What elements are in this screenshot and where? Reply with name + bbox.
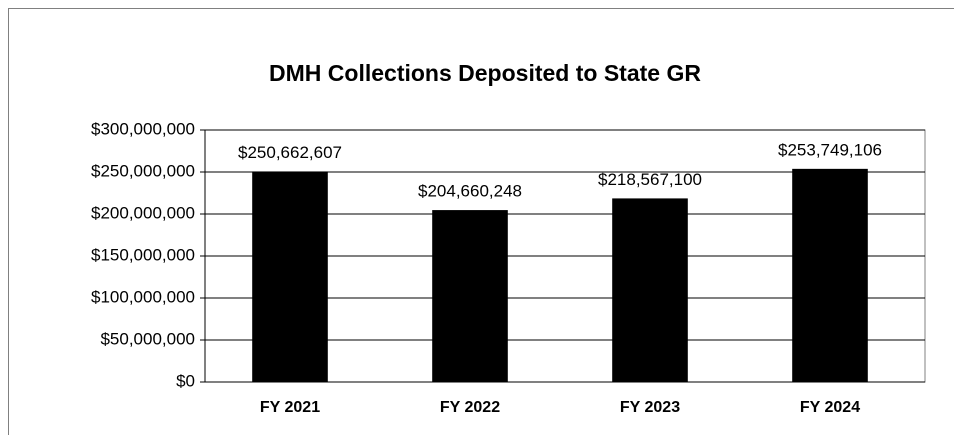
value-label: $218,567,100 xyxy=(598,170,702,189)
y-tick-label: $100,000,000 xyxy=(91,287,195,306)
value-label: $250,662,607 xyxy=(238,143,342,162)
bar xyxy=(612,198,688,382)
value-label: $204,660,248 xyxy=(418,182,522,201)
chart-title: DMH Collections Deposited to State GR xyxy=(269,60,701,86)
y-tick-label: $300,000,000 xyxy=(91,119,195,138)
x-tick-label: FY 2021 xyxy=(260,399,320,416)
x-tick-label: FY 2023 xyxy=(620,399,680,416)
frame xyxy=(8,8,954,435)
bar xyxy=(432,210,508,382)
y-tick-label: $50,000,000 xyxy=(100,329,195,348)
value-label: $253,749,106 xyxy=(778,140,882,159)
y-tick-label: $150,000,000 xyxy=(91,245,195,264)
bar xyxy=(252,171,328,382)
x-tick-label: FY 2024 xyxy=(800,399,860,416)
y-tick-label: $250,000,000 xyxy=(91,161,195,180)
y-tick-label: $200,000,000 xyxy=(91,203,195,222)
x-tick-label: FY 2022 xyxy=(440,399,500,416)
bar xyxy=(792,168,868,382)
y-tick-label: $0 xyxy=(176,371,195,390)
